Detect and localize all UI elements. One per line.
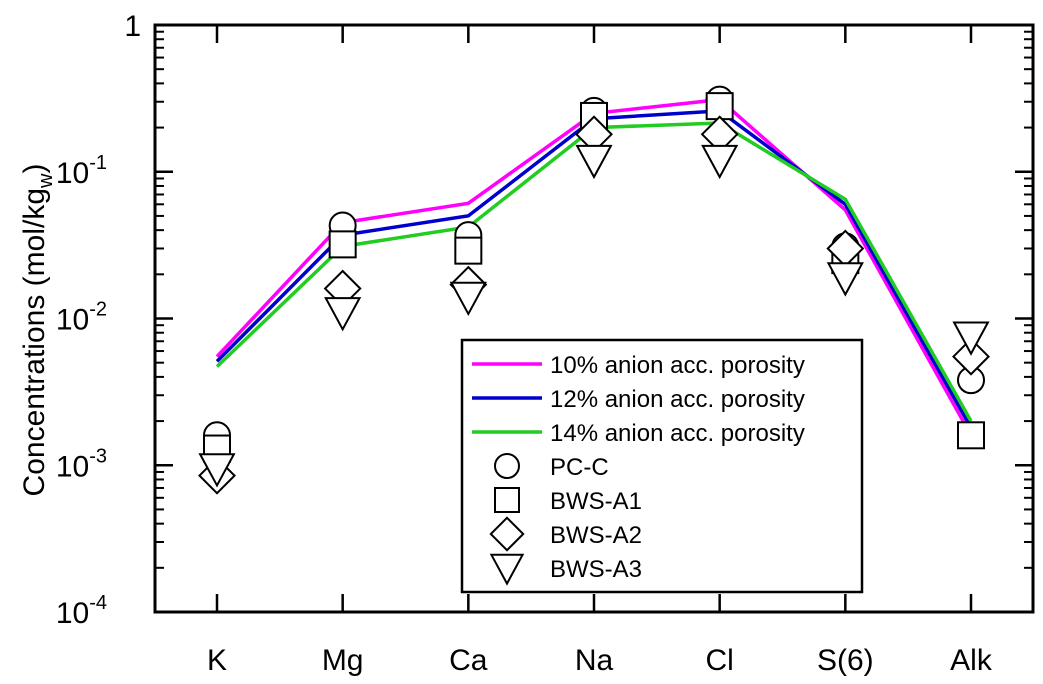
x-tick-label: Ca [449,644,488,677]
legend-label: 12% anion acc. porosity [550,386,805,413]
x-tick-label: S(6) [817,644,874,677]
y-tick-label: 10-2 [56,299,107,337]
x-tick-label: K [207,644,227,677]
legend-marker [489,553,525,586]
legend-label: BWS-A2 [550,522,642,549]
data-point [826,262,864,297]
legend-label: PC-C [550,454,609,481]
y-tick-label: 10-3 [56,445,107,483]
data-point [952,321,990,356]
y-tick-label: 10-1 [56,152,107,190]
x-tick-label: Mg [322,644,364,677]
y-tick-label: 1 [124,10,141,43]
series-layer [198,85,990,495]
data-point [957,421,985,450]
data-point [328,230,357,259]
data-point [705,92,734,121]
legend-entry: BWS-A2 [489,516,642,552]
data-point [952,337,990,376]
y-axis-label: Concentrations (mol/kgw) [18,164,57,497]
data-point [324,297,362,332]
legend-entry: BWS-A3 [489,553,642,586]
legend-label: BWS-A3 [550,556,642,583]
data-point [575,144,613,180]
legend-label: 14% anion acc. porosity [550,420,805,447]
legend-label: 10% anion acc. porosity [550,352,805,379]
y-axis-label-subscript: w [35,173,57,189]
axes: 1 10-1 10-2 10-3 10-4 K Mg Ca Na Cl S(6) Alk [56,10,1035,677]
data-point [198,453,236,488]
legend-label: BWS-A1 [550,488,642,515]
legend-entry: 12% anion acc. porosity [472,386,805,413]
svg-text:Concentrations (mol/kgw): Concentrations (mol/kgw) [18,164,57,497]
y-axis-label-text: Concentrations (mol/kg [18,188,51,496]
x-tick-label: Na [575,644,614,677]
series-bws-a3 [198,144,990,488]
legend-entry: BWS-A1 [494,487,642,515]
x-tick-label: Cl [705,644,733,677]
y-axis-label-close: ) [18,164,51,174]
y-tick-label: 10-4 [56,592,107,630]
data-point [701,144,739,180]
data-point [449,281,487,317]
data-point [454,236,483,265]
legend-entry: 10% anion acc. porosity [472,352,805,379]
legend-entry: 14% anion acc. porosity [472,420,805,447]
legend: 10% anion acc. porosity 12% anion acc. po… [460,338,864,594]
legend-marker [494,453,520,479]
x-tick-label: Alk [950,644,993,677]
legend-entry: PC-C [494,453,609,481]
legend-marker [494,487,520,513]
legend-box [460,338,864,594]
legend-marker [489,516,525,552]
